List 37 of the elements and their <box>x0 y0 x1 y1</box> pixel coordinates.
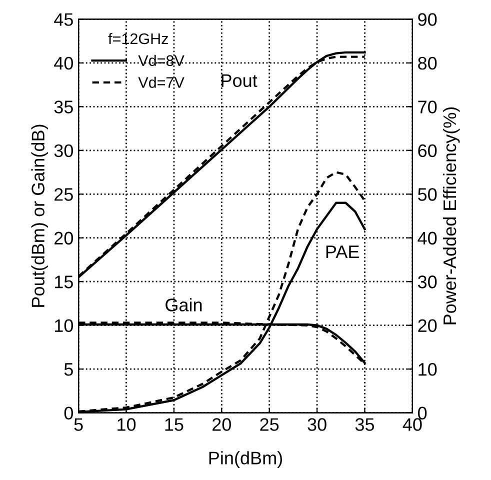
y2-tick-label: 80 <box>418 56 437 70</box>
x-tick-label: 5 <box>74 418 83 431</box>
y-tick-label: 5 <box>64 363 73 376</box>
y2-tick-label: 0 <box>418 406 427 420</box>
y2-tick-label: 20 <box>418 319 437 332</box>
annotation: PAE <box>326 246 359 258</box>
y2-tick-label: 50 <box>418 188 437 201</box>
y2-tick-label: 30 <box>418 276 437 288</box>
y-tick-label: 0 <box>64 406 73 420</box>
y2-tick-label: 90 <box>418 13 437 26</box>
y-tick-label: 15 <box>54 276 73 288</box>
annotation: Pout <box>222 74 258 88</box>
y2-tick-label: 40 <box>418 232 437 245</box>
y-tick-label: 25 <box>54 188 73 201</box>
annotation: Gain <box>166 298 202 312</box>
y2-tick-label: 10 <box>418 363 437 376</box>
y-tick-label: 35 <box>54 100 73 114</box>
x-tick-label: 15 <box>165 418 184 431</box>
x-tick-label: 10 <box>118 418 136 431</box>
legend-label: Vd=8V <box>138 54 184 66</box>
y-tick-label: 10 <box>54 319 73 332</box>
y-tick-label: 40 <box>54 56 73 70</box>
y-tick-label: 20 <box>54 232 73 245</box>
x-tick-label: 40 <box>402 418 422 431</box>
y2-tick-label: 70 <box>418 100 437 114</box>
legend-title: f=12GHz <box>108 32 168 44</box>
y2-axis-title: Power-Added Efficiency(%) <box>442 107 460 324</box>
x-tick-label: 30 <box>308 418 326 431</box>
y-tick-label: 30 <box>54 144 73 158</box>
legend-label: Vd=7V <box>138 76 184 88</box>
y-tick-label: 45 <box>54 13 73 26</box>
x-axis-title: Pin(dBm) <box>209 451 282 468</box>
x-tick-label: 25 <box>260 418 279 431</box>
x-tick-label: 20 <box>212 418 231 431</box>
y2-tick-label: 60 <box>418 144 437 158</box>
y-axis-title: Pout(dBm) or Gain(dB) <box>31 124 48 307</box>
x-tick-label: 35 <box>355 418 374 431</box>
